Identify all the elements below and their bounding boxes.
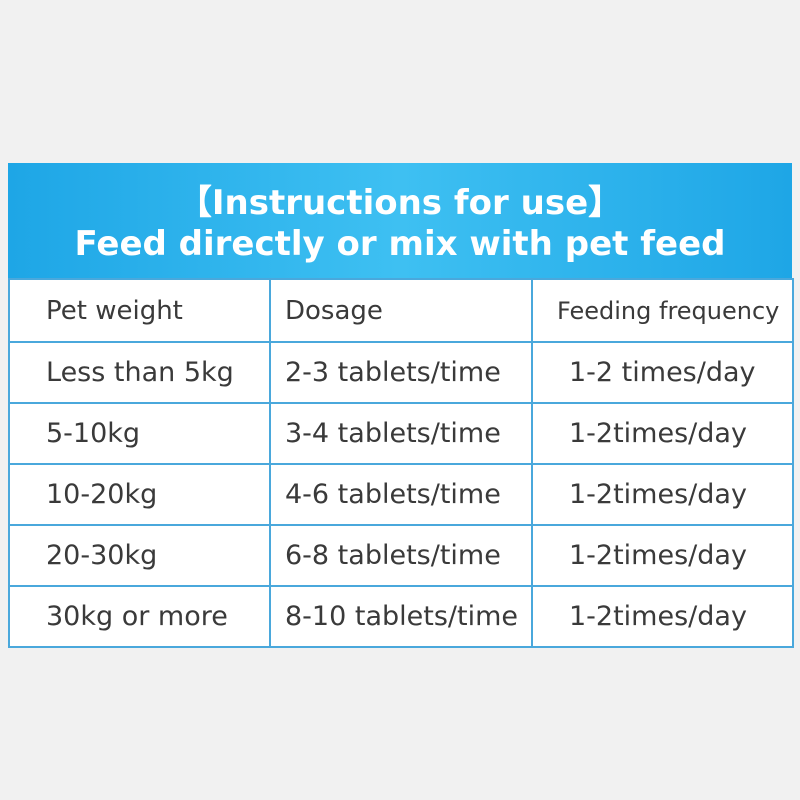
banner: 【Instructions for use】 Feed directly or … <box>8 163 792 278</box>
table-cell: 1-2times/day <box>531 463 794 526</box>
table-cell: 20-30kg <box>8 524 271 587</box>
table-row: 30kg or more 8-10 tablets/time 1-2times/da… <box>8 585 794 648</box>
column-header: Feeding frequency <box>531 278 794 343</box>
column-header: Dosage <box>269 278 533 343</box>
table-cell: 3-4 tablets/time <box>269 402 533 465</box>
subtitle: Feed directly or mix with pet feed <box>74 224 726 264</box>
instructions-card: 【Instructions for use】 Feed directly or … <box>8 163 794 648</box>
column-header: Pet weight <box>8 278 271 343</box>
table-cell: 30kg or more <box>8 585 271 648</box>
table-cell: 1-2times/day <box>531 585 794 648</box>
table-cell: 6-8 tablets/time <box>269 524 533 587</box>
table-cell: 1-2 times/day <box>531 341 794 404</box>
table-cell: 2-3 tablets/time <box>269 341 533 404</box>
table-cell: 1-2times/day <box>531 402 794 465</box>
table-row: 20-30kg 6-8 tablets/time 1-2times/day <box>8 524 794 587</box>
title: 【Instructions for use】 <box>177 183 623 223</box>
table-cell: 5-10kg <box>8 402 271 465</box>
table-body: Pet weight Dosage Feeding frequency Less… <box>8 278 794 648</box>
table-row: 5-10kg 3-4 tablets/time 1-2times/day <box>8 402 794 465</box>
table-cell: 8-10 tablets/time <box>269 585 533 648</box>
table-cell: 1-2times/day <box>531 524 794 587</box>
table-cell: 10-20kg <box>8 463 271 526</box>
table-cell: Less than 5kg <box>8 341 271 404</box>
table-row: 10-20kg 4-6 tablets/time 1-2times/day <box>8 463 794 526</box>
table-cell: 4-6 tablets/time <box>269 463 533 526</box>
dosage-table: Pet weight Dosage Feeding frequency Less… <box>8 278 794 648</box>
table-row: Less than 5kg 2-3 tablets/time 1-2 times/d… <box>8 341 794 404</box>
header-row: Pet weight Dosage Feeding frequency <box>8 278 794 343</box>
